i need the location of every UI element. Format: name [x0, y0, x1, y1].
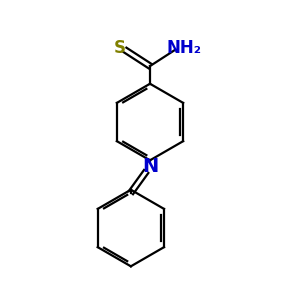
- Text: S: S: [114, 38, 126, 56]
- Text: N: N: [142, 157, 158, 176]
- Text: NH₂: NH₂: [167, 38, 202, 56]
